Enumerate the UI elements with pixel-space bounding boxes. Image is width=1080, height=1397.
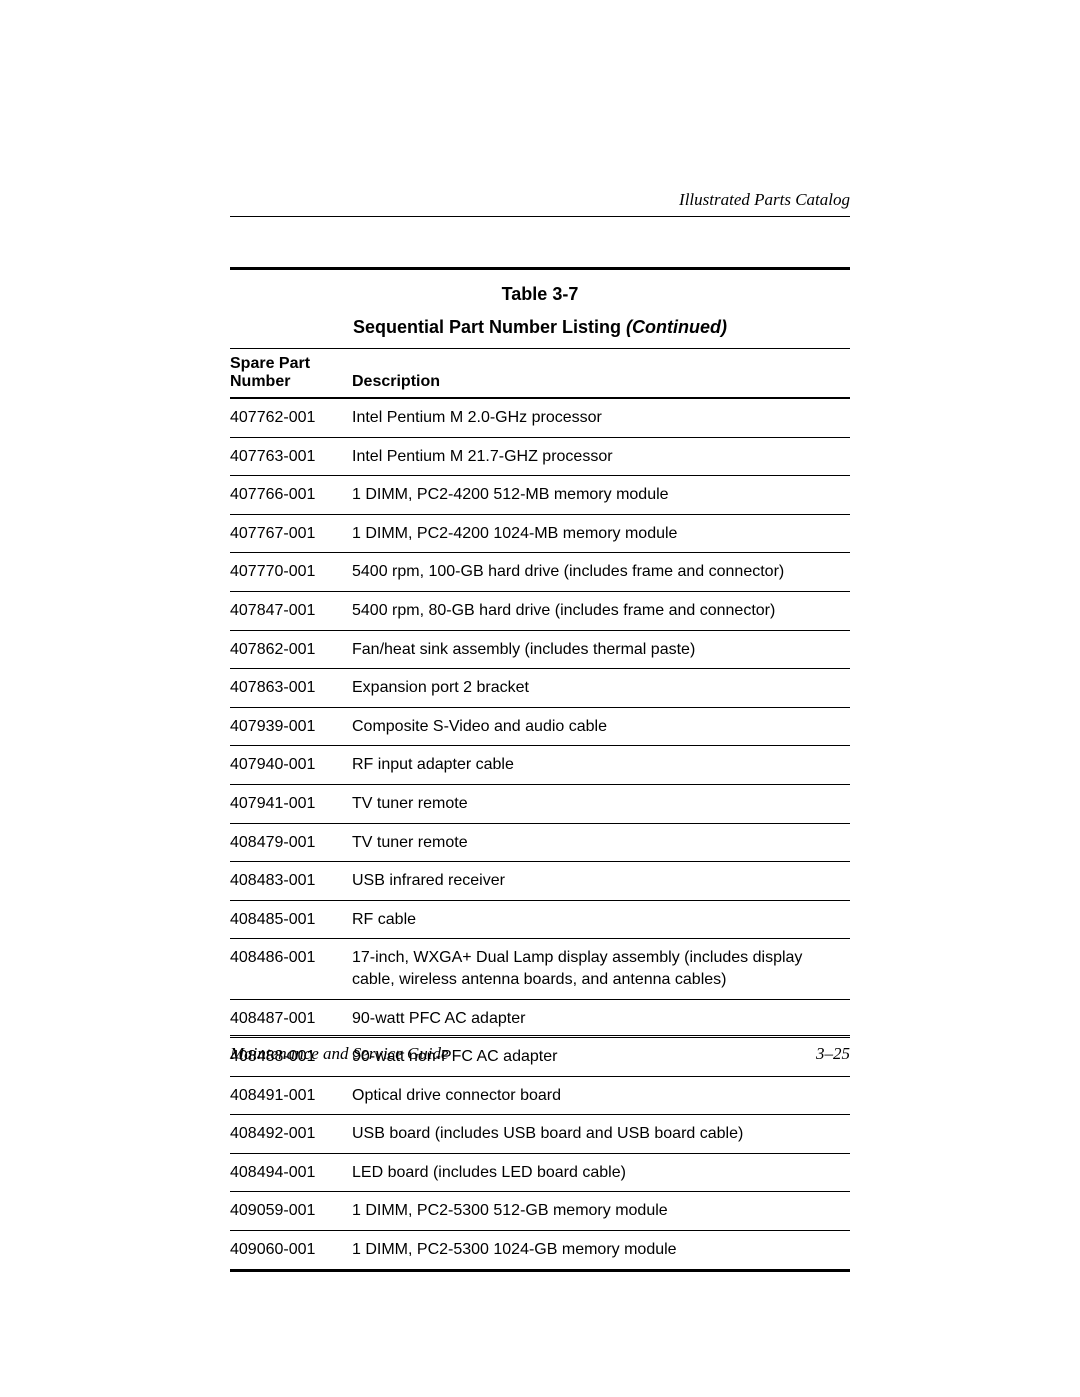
cell-part-number: 408487-001 (230, 999, 352, 1038)
table-row: 407863-001Expansion port 2 bracket (230, 669, 850, 708)
cell-description: 90-watt PFC AC adapter (352, 999, 850, 1038)
cell-part-number: 408485-001 (230, 900, 352, 939)
table-row: 407762-001Intel Pentium M 2.0-GHz proces… (230, 398, 850, 437)
table-header-row: Spare Part Number Description (230, 349, 850, 399)
page-content: Illustrated Parts Catalog Table 3-7 Sequ… (230, 190, 850, 1272)
cell-description: USB board (includes USB board and USB bo… (352, 1115, 850, 1154)
cell-part-number: 409060-001 (230, 1231, 352, 1271)
cell-part-number: 407762-001 (230, 398, 352, 437)
table-block: Table 3-7 Sequential Part Number Listing… (230, 267, 850, 1272)
cell-part-number: 407767-001 (230, 514, 352, 553)
table-title-main: Sequential Part Number Listing (353, 317, 626, 337)
cell-description: TV tuner remote (352, 823, 850, 862)
cell-part-number: 407863-001 (230, 669, 352, 708)
cell-description: USB infrared receiver (352, 862, 850, 901)
footer-right: 3–25 (816, 1044, 850, 1064)
cell-part-number: 407939-001 (230, 707, 352, 746)
cell-description: Fan/heat sink assembly (includes thermal… (352, 630, 850, 669)
cell-description: LED board (includes LED board cable) (352, 1153, 850, 1192)
table-row: 408491-001Optical drive connector board (230, 1076, 850, 1115)
cell-description: 5400 rpm, 100-GB hard drive (includes fr… (352, 553, 850, 592)
cell-description: 1 DIMM, PC2-5300 512-GB memory module (352, 1192, 850, 1231)
table-row: 408479-001TV tuner remote (230, 823, 850, 862)
cell-description: 17-inch, WXGA+ Dual Lamp display assembl… (352, 939, 850, 999)
cell-description: Expansion port 2 bracket (352, 669, 850, 708)
table-row: 408485-001RF cable (230, 900, 850, 939)
table-title: Sequential Part Number Listing (Continue… (230, 317, 850, 338)
table-row: 408492-001USB board (includes USB board … (230, 1115, 850, 1154)
cell-description: 1 DIMM, PC2-4200 512-MB memory module (352, 476, 850, 515)
cell-description: Composite S-Video and audio cable (352, 707, 850, 746)
cell-description: RF input adapter cable (352, 746, 850, 785)
table-row: 408487-00190-watt PFC AC adapter (230, 999, 850, 1038)
page-header: Illustrated Parts Catalog (230, 190, 850, 217)
cell-description: Optical drive connector board (352, 1076, 850, 1115)
section-title: Illustrated Parts Catalog (230, 190, 850, 210)
cell-description: RF cable (352, 900, 850, 939)
table-row: 408486-00117-inch, WXGA+ Dual Lamp displ… (230, 939, 850, 999)
table-label: Table 3-7 (230, 284, 850, 305)
table-row: 407770-0015400 rpm, 100-GB hard drive (i… (230, 553, 850, 592)
table-row: 409059-0011 DIMM, PC2-5300 512-GB memory… (230, 1192, 850, 1231)
table-row: 408483-001USB infrared receiver (230, 862, 850, 901)
table-row: 407847-0015400 rpm, 80-GB hard drive (in… (230, 591, 850, 630)
cell-description: 5400 rpm, 80-GB hard drive (includes fra… (352, 591, 850, 630)
table-row: 407862-001Fan/heat sink assembly (includ… (230, 630, 850, 669)
table-row: 407767-0011 DIMM, PC2-4200 1024-MB memor… (230, 514, 850, 553)
table-row: 407939-001Composite S-Video and audio ca… (230, 707, 850, 746)
table-row: 407940-001RF input adapter cable (230, 746, 850, 785)
cell-description: 1 DIMM, PC2-5300 1024-GB memory module (352, 1231, 850, 1271)
table-row: 407766-0011 DIMM, PC2-4200 512-MB memory… (230, 476, 850, 515)
table-body: 407762-001Intel Pentium M 2.0-GHz proces… (230, 398, 850, 1270)
cell-part-number: 407941-001 (230, 784, 352, 823)
cell-part-number: 407847-001 (230, 591, 352, 630)
cell-description: Intel Pentium M 21.7-GHZ processor (352, 437, 850, 476)
table-title-continued: (Continued) (626, 317, 727, 337)
cell-part-number: 408479-001 (230, 823, 352, 862)
col-header-part-number-line1: Spare Part (230, 355, 310, 372)
cell-part-number: 408494-001 (230, 1153, 352, 1192)
col-header-part-number: Spare Part Number (230, 349, 352, 399)
parts-table: Spare Part Number Description 407762-001… (230, 348, 850, 1272)
cell-part-number: 407763-001 (230, 437, 352, 476)
table-row: 408494-001LED board (includes LED board … (230, 1153, 850, 1192)
cell-part-number: 408483-001 (230, 862, 352, 901)
cell-description: TV tuner remote (352, 784, 850, 823)
table-row: 409060-0011 DIMM, PC2-5300 1024-GB memor… (230, 1231, 850, 1271)
cell-part-number: 408486-001 (230, 939, 352, 999)
cell-part-number: 408491-001 (230, 1076, 352, 1115)
table-row: 407941-001TV tuner remote (230, 784, 850, 823)
cell-description: Intel Pentium M 2.0-GHz processor (352, 398, 850, 437)
table-row: 407763-001Intel Pentium M 21.7-GHZ proce… (230, 437, 850, 476)
cell-description: 1 DIMM, PC2-4200 1024-MB memory module (352, 514, 850, 553)
col-header-part-number-line2: Number (230, 373, 290, 390)
cell-part-number: 407940-001 (230, 746, 352, 785)
cell-part-number: 407770-001 (230, 553, 352, 592)
cell-part-number: 407862-001 (230, 630, 352, 669)
cell-part-number: 408492-001 (230, 1115, 352, 1154)
footer-left: Maintenance and Service Guide (230, 1044, 449, 1064)
col-header-description: Description (352, 349, 850, 399)
page-footer: Maintenance and Service Guide 3–25 (230, 1035, 850, 1064)
cell-part-number: 407766-001 (230, 476, 352, 515)
cell-part-number: 409059-001 (230, 1192, 352, 1231)
